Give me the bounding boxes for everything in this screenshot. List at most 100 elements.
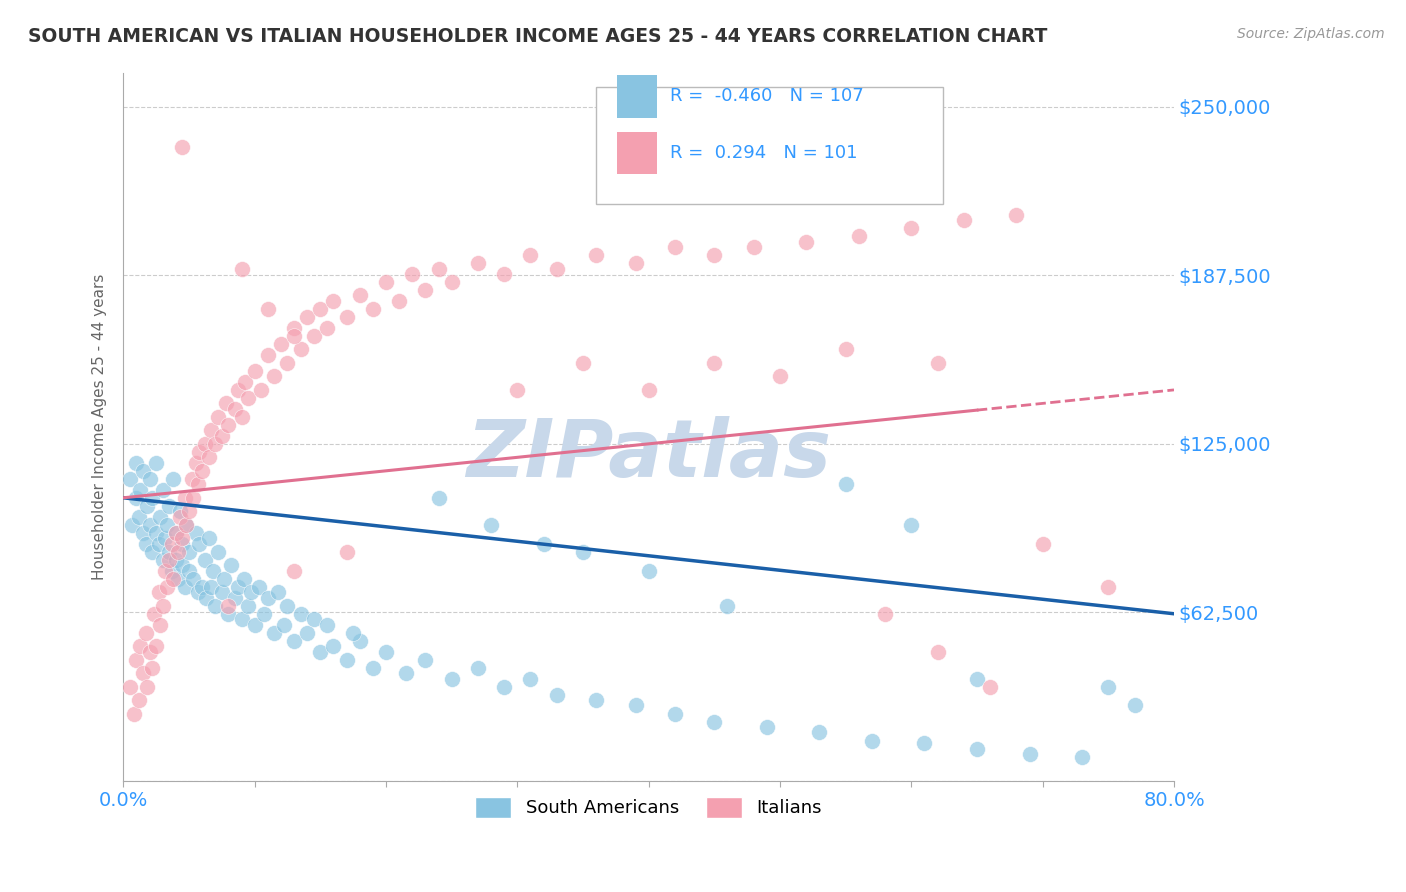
Point [138,472,160,486]
Point [322,639,344,653]
Point [155,564,177,578]
Point [141,661,163,675]
Point [201,564,224,578]
Point [177,564,200,578]
Point [349,633,371,648]
Point [233,572,256,586]
Point [243,617,266,632]
Point [219,558,242,573]
Point [256,348,278,362]
Point [231,409,253,424]
Point [415,283,437,297]
Point [132,464,155,478]
Point [703,248,725,262]
Point [506,383,529,397]
Point [145,525,167,540]
Point [440,275,463,289]
Point [162,472,184,486]
Point [624,698,647,713]
Point [136,680,159,694]
Y-axis label: Householder Income Ages 25 - 44 years: Householder Income Ages 25 - 44 years [93,274,107,580]
Point [283,321,305,335]
Point [157,545,180,559]
Point [637,564,659,578]
FancyBboxPatch shape [617,132,657,174]
Point [250,383,273,397]
Point [273,617,295,632]
Point [211,429,233,443]
Point [309,301,332,316]
Point [129,639,152,653]
Point [236,599,259,613]
Point [200,580,222,594]
Point [873,607,896,621]
Point [187,477,209,491]
Point [270,337,292,351]
Point [148,536,170,550]
Point [467,661,489,675]
Point [979,680,1001,694]
Point [243,364,266,378]
Point [165,553,187,567]
Point [256,301,278,316]
Point [302,329,325,343]
Point [172,140,194,154]
Point [136,499,159,513]
Point [172,536,194,550]
Point [703,714,725,729]
Point [860,733,883,747]
Point [128,693,150,707]
Point [169,504,191,518]
Point [157,553,180,567]
Point [283,329,305,343]
Point [769,369,792,384]
Point [1123,698,1146,713]
Point [135,536,157,550]
Point [169,509,191,524]
Point [755,720,778,734]
Point [716,599,738,613]
Point [585,693,607,707]
Point [204,437,226,451]
Point [135,625,157,640]
Point [176,517,198,532]
Point [226,580,249,594]
Point [152,483,174,497]
Point [118,472,141,486]
Point [217,417,239,432]
Point [191,580,214,594]
Text: SOUTH AMERICAN VS ITALIAN HOUSEHOLDER INCOME AGES 25 - 44 YEARS CORRELATION CHAR: SOUTH AMERICAN VS ITALIAN HOUSEHOLDER IN… [28,27,1047,45]
Point [966,672,988,686]
Point [335,545,357,559]
Point [361,661,384,675]
Point [141,545,163,559]
Point [226,383,249,397]
Point [217,607,239,621]
Point [125,456,148,470]
Point [315,321,337,335]
Point [194,437,217,451]
Point [128,509,150,524]
Point [794,235,817,249]
Point [624,256,647,270]
Point [236,391,259,405]
Point [322,293,344,308]
Point [145,639,167,653]
Point [195,591,218,605]
Point [122,706,145,721]
Point [361,301,384,316]
Point [211,585,233,599]
Point [295,310,318,324]
Point [283,633,305,648]
Point [427,261,450,276]
Point [174,491,197,505]
Point [834,477,856,491]
Point [167,545,190,559]
Text: R =  -0.460   N = 107: R = -0.460 N = 107 [669,87,863,105]
Point [375,275,398,289]
Point [703,356,725,370]
Text: Source: ZipAtlas.com: Source: ZipAtlas.com [1237,27,1385,41]
Point [165,525,187,540]
Point [834,343,856,357]
Point [494,267,516,281]
